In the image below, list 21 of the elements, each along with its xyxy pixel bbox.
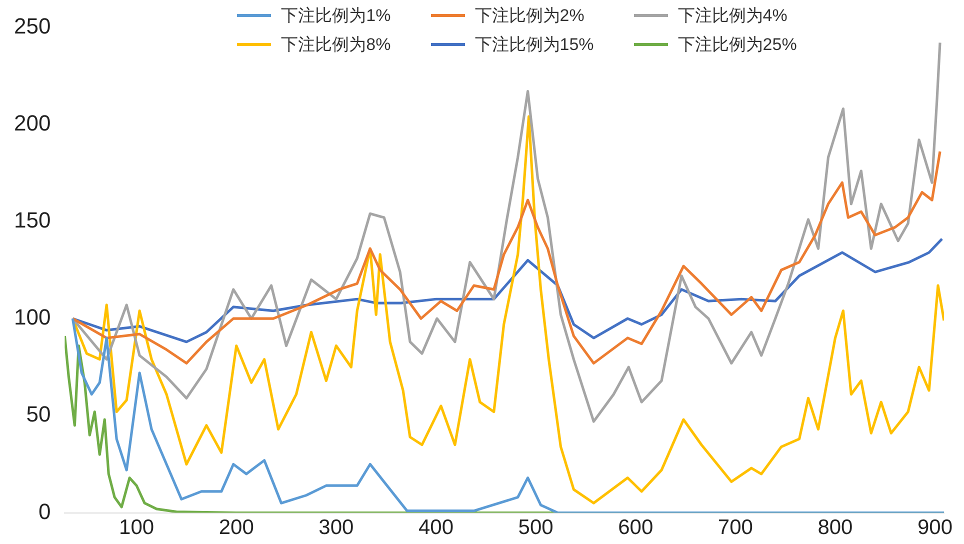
- x-tick-label: 200: [218, 516, 254, 540]
- x-tick-label: 900: [917, 516, 953, 540]
- legend-label: 下注比例为4%: [678, 5, 788, 27]
- x-tick-label: 700: [718, 516, 753, 540]
- x-tick-label: 300: [318, 516, 354, 540]
- legend-label: 下注比例为2%: [474, 5, 584, 27]
- y-tick-label: 100: [14, 304, 51, 330]
- y-tick-label: 200: [14, 110, 51, 136]
- x-tick-label: 500: [518, 516, 554, 540]
- x-tick-label: 100: [119, 516, 154, 540]
- x-tick-label: 800: [818, 516, 853, 540]
- x-tick-label: 600: [618, 516, 654, 540]
- y-tick-label: 0: [38, 498, 51, 524]
- legend-label: 下注比例为1%: [281, 5, 391, 27]
- x-tick-label: 400: [418, 516, 454, 540]
- y-tick-label: 50: [26, 402, 51, 427]
- legend-label: 下注比例为15%: [474, 34, 594, 56]
- y-tick-label: 150: [14, 208, 51, 233]
- legend-label: 下注比例为25%: [678, 34, 797, 56]
- y-tick-label: 250: [14, 13, 51, 38]
- legend-label: 下注比例为8%: [281, 34, 391, 56]
